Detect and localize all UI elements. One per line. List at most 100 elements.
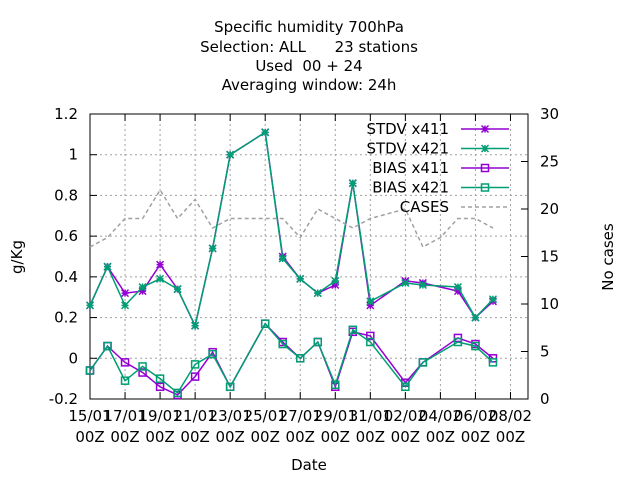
title-line-2: Selection: ALL 23 stations: [200, 38, 418, 56]
data-point-star: [156, 274, 165, 283]
data-point-square: [401, 382, 410, 392]
data-point-star: [480, 144, 490, 153]
x-tick-label-time: 00Z: [215, 428, 244, 446]
data-point-square: [418, 358, 428, 367]
data-point-square: [471, 341, 480, 351]
data-point-square: [190, 360, 200, 369]
data-point-star: [480, 124, 490, 134]
data-point-square: [480, 163, 490, 173]
y-axis-label: g/Kg: [8, 240, 26, 274]
y-tick-label: 0: [68, 349, 78, 367]
x-tick-label-time: 00Z: [356, 428, 385, 446]
series-cases: [89, 188, 494, 249]
x-tick-label-time: 00Z: [391, 428, 420, 446]
y2-tick-label: 10: [540, 295, 559, 313]
data-point-star: [85, 301, 95, 310]
x-tick-label-date: 31/01: [349, 407, 392, 425]
data-point-square: [155, 382, 165, 392]
data-point-star: [418, 280, 427, 290]
chart-title: Specific humidity 700hPa Selection: ALL …: [200, 18, 418, 94]
x-tick-label-time: 00Z: [145, 428, 174, 446]
x-tick-label-date: 15/01: [68, 407, 111, 425]
y2-tick-label: 0: [540, 390, 550, 408]
x-tick-label-date: 21/01: [174, 407, 217, 425]
x-tick-label-time: 00Z: [321, 428, 350, 446]
x-tick-label-time: 00Z: [286, 428, 315, 446]
data-point-star: [331, 280, 340, 290]
title-line-1: Specific humidity 700hPa: [214, 18, 404, 36]
x-tick-label-date: 06/02: [454, 407, 497, 425]
y-tick-label: 0.6: [54, 227, 78, 245]
data-point-square: [120, 376, 130, 385]
x-tick-label-date: 17/01: [103, 407, 146, 425]
data-point-star: [296, 274, 305, 283]
data-point-star: [453, 283, 462, 292]
data-point-square: [331, 380, 340, 389]
data-point-star: [138, 287, 147, 296]
legend-label: BIAS x411: [372, 159, 449, 177]
data-point-star: [138, 283, 147, 292]
data-point-square: [453, 337, 463, 347]
series-line: [89, 322, 494, 396]
data-point-star: [366, 301, 375, 310]
series-line: [89, 188, 494, 249]
y2-tick-label: 25: [540, 153, 559, 171]
data-point-star: [261, 128, 270, 137]
series-stdv-x421: [85, 128, 497, 330]
x-tick-label-date: 29/01: [314, 407, 357, 425]
data-point-star: [313, 289, 322, 298]
series-bias-x411: [85, 319, 498, 400]
y2-tick-label: 30: [540, 105, 559, 123]
data-point-star: [453, 287, 462, 296]
series-layer: [85, 128, 498, 400]
data-point-square: [225, 382, 235, 392]
data-point-square: [103, 341, 112, 351]
x-tick-label-date: 23/01: [209, 407, 252, 425]
data-point-square: [313, 337, 323, 347]
data-point-star: [103, 262, 112, 271]
data-point-square: [155, 374, 165, 383]
y-tick-label: 1: [68, 146, 78, 164]
y-tick-label: 1.2: [54, 105, 78, 123]
x-tick-label-time: 00Z: [251, 428, 280, 446]
grid: [90, 114, 528, 399]
x-tick-label-time: 00Z: [75, 428, 104, 446]
x-tick-label-date: 19/01: [138, 407, 181, 425]
data-point-square: [85, 366, 95, 375]
data-point-square: [480, 183, 490, 192]
data-point-square: [366, 331, 375, 341]
data-point-star: [488, 295, 497, 304]
data-point-square: [488, 358, 498, 367]
legend-label: STDV x411: [366, 120, 449, 138]
data-point-square: [295, 354, 305, 363]
data-point-star: [348, 179, 357, 188]
data-point-star: [331, 276, 340, 285]
x-tick-label-time: 00Z: [461, 428, 490, 446]
data-point-square: [208, 349, 217, 359]
data-point-star: [156, 260, 165, 269]
data-point-square: [190, 372, 200, 381]
x-tick-label-date: 04/02: [419, 407, 462, 425]
data-point-star: [173, 285, 182, 294]
plot-frame: [89, 113, 529, 400]
x-tick-label-time: 00Z: [426, 428, 455, 446]
data-point-star: [226, 150, 235, 159]
data-point-star: [471, 313, 480, 322]
y-tick-label: 0.4: [54, 268, 78, 286]
y2-axis-label: No cases: [599, 223, 617, 291]
data-point-square: [366, 337, 375, 347]
y2-tick-label: 5: [540, 343, 550, 361]
x-tick-label-date: 25/01: [244, 407, 287, 425]
legend-label: STDV x421: [366, 140, 449, 158]
y-tick-label: 0.8: [54, 186, 78, 204]
legend-label: CASES: [400, 198, 449, 216]
x-tick-label-date: 02/02: [384, 407, 427, 425]
data-point-star: [366, 297, 375, 306]
x-tick-label-date: 27/01: [279, 407, 322, 425]
x-tick-label-time: 00Z: [496, 428, 525, 446]
legend-label: BIAS x421: [372, 179, 449, 197]
x-tick-label-date: 08/02: [489, 407, 532, 425]
data-point-square: [278, 339, 287, 349]
title-line-4: Averaging window: 24h: [222, 76, 397, 94]
